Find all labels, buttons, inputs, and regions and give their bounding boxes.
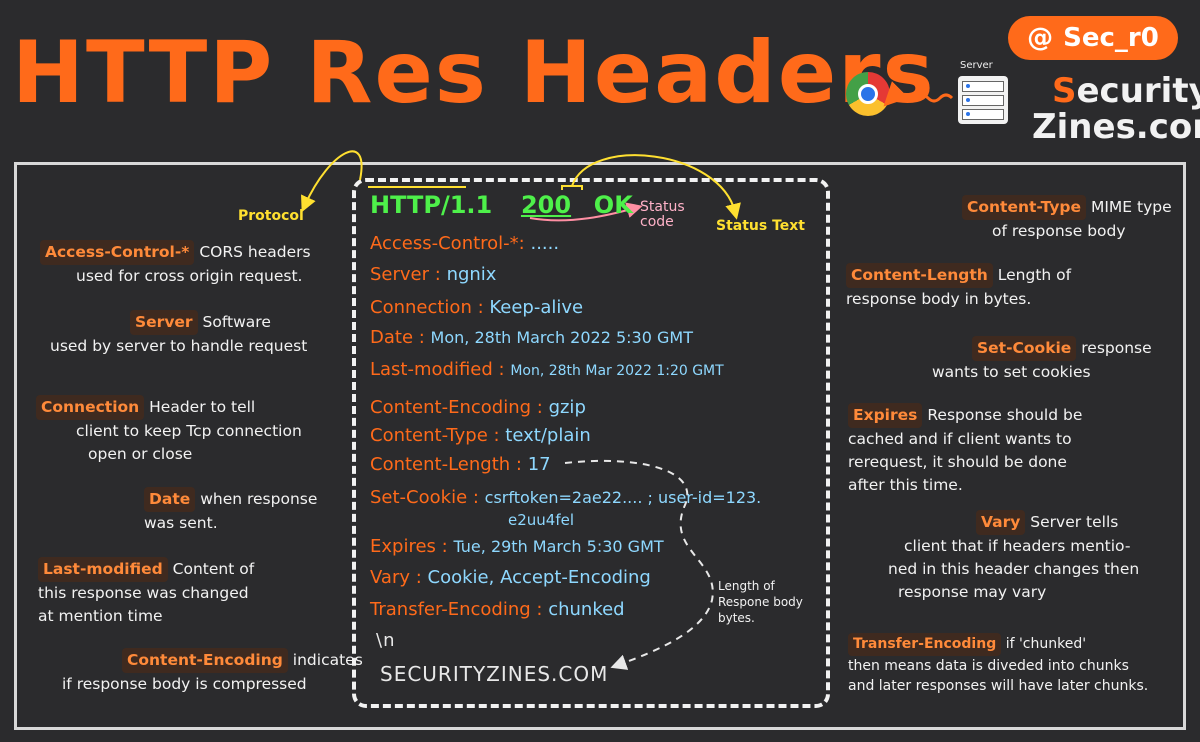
status-text-annotation: Status Text: [716, 218, 805, 234]
header-line: Expires : Tue, 29th March 5:30 GMT: [370, 536, 664, 557]
server-label: Server: [960, 60, 993, 71]
note-connection: Connection Header to tell client to keep…: [36, 395, 302, 466]
response-box: [352, 178, 830, 708]
note-last-modified: Last-modified Content of this response w…: [38, 557, 254, 628]
protocol-version: HTTP/1.1: [370, 191, 493, 219]
response-body: SECURITYZINES.COM: [380, 662, 609, 686]
newline-marker: \n: [376, 630, 396, 651]
header-line: Last-modified : Mon, 28th Mar 2022 1:20 …: [370, 359, 724, 380]
header-line: Access-Control-*: .....: [370, 233, 560, 254]
status-code: 200: [520, 191, 572, 219]
header-line: Server : ngnix: [370, 264, 497, 285]
note-transfer-encoding: Transfer-Encoding if 'chunked' then mean…: [848, 633, 1148, 697]
author-handle-badge: @ Sec_r0: [1008, 16, 1178, 60]
header-line: Content-Encoding : gzip: [370, 397, 586, 418]
header-line: Content-Type : text/plain: [370, 425, 591, 446]
note-vary: Vary Server tells client that if headers…: [888, 510, 1139, 604]
browser-icon: [846, 72, 890, 116]
note-content-encoding: Content-Encoding indicates if response b…: [62, 648, 363, 696]
page-title: HTTP Res Headers: [12, 23, 936, 123]
note-expires: Expires Response should be cached and if…: [848, 403, 1082, 497]
header-line: Content-Length : 17: [370, 454, 551, 475]
note-set-cookie: Set-Cookie response wants to set cookies: [932, 336, 1152, 384]
length-annotation: Length of Respone body bytes.: [718, 579, 803, 626]
protocol-annotation: Protocol: [238, 208, 304, 224]
brand-logo-text: Security Zines.com: [1032, 71, 1200, 147]
header-line: Date : Mon, 28th March 2022 5:30 GMT: [370, 327, 693, 348]
header-line-continued: e2uu4fel: [508, 511, 575, 529]
status-text: OK: [593, 191, 633, 219]
note-content-length: Content-Length Length of response body i…: [846, 263, 1071, 311]
author-handle: Sec_r0: [1063, 23, 1159, 53]
status-code-annotation: Status code: [640, 199, 685, 230]
note-content-type: Content-Type MIME type of response body: [962, 195, 1172, 243]
header-line: Set-Cookie : csrftoken=2ae22.... ; user-…: [370, 487, 762, 508]
note-access-control: Access-Control-* CORS headers used for c…: [40, 240, 311, 288]
header-line: Connection : Keep-alive: [370, 297, 584, 318]
content-frame: [14, 162, 1186, 730]
note-server: Server Software used by server to handle…: [50, 310, 307, 358]
header-line: Vary : Cookie, Accept-Encoding: [370, 567, 651, 588]
at-icon: @: [1027, 23, 1054, 53]
header-line: Transfer-Encoding : chunked: [370, 599, 625, 620]
server-icon: [958, 76, 1008, 124]
note-date: Date when response was sent.: [144, 487, 317, 535]
